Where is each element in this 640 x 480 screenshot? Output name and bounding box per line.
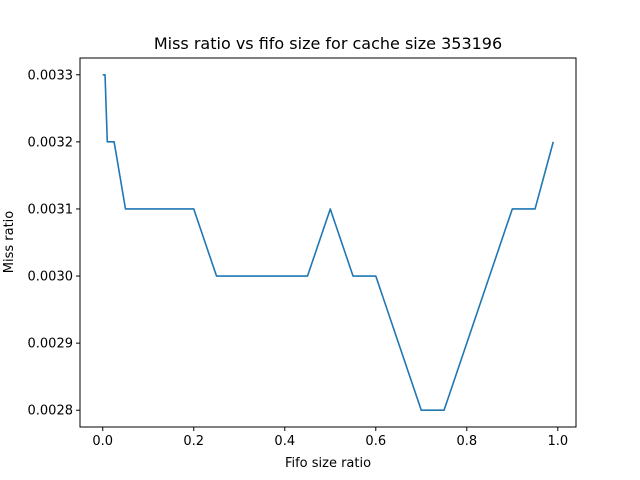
x-axis-title: Fifo size ratio bbox=[285, 456, 371, 471]
y-tick-label: 0.0030 bbox=[28, 270, 74, 285]
x-tick-label: 1.0 bbox=[547, 434, 568, 449]
y-tick-label: 0.0031 bbox=[28, 202, 74, 217]
y-axis-title: Miss ratio bbox=[2, 211, 17, 274]
y-tick-label: 0.0029 bbox=[28, 337, 74, 352]
y-tick-label: 0.0028 bbox=[28, 404, 74, 419]
x-axis: 0.0 0.2 0.4 0.6 0.8 1.0 bbox=[92, 427, 568, 449]
x-tick-label: 0.8 bbox=[456, 434, 477, 449]
y-tick-label: 0.0032 bbox=[28, 135, 74, 150]
x-tick-label: 0.4 bbox=[274, 434, 295, 449]
plot-frame bbox=[79, 57, 577, 428]
x-tick-label: 0.6 bbox=[365, 434, 386, 449]
chart-title: Miss ratio vs fifo size for cache size 3… bbox=[154, 34, 502, 53]
y-axis: 0.0028 0.0029 0.0030 0.0031 0.0032 0.0033 bbox=[28, 68, 80, 419]
y-tick-label: 0.0033 bbox=[28, 68, 74, 83]
plot-layer bbox=[102, 73, 555, 412]
series-line bbox=[102, 73, 555, 412]
x-tick-label: 0.0 bbox=[92, 434, 113, 449]
x-tick-label: 0.2 bbox=[183, 434, 204, 449]
